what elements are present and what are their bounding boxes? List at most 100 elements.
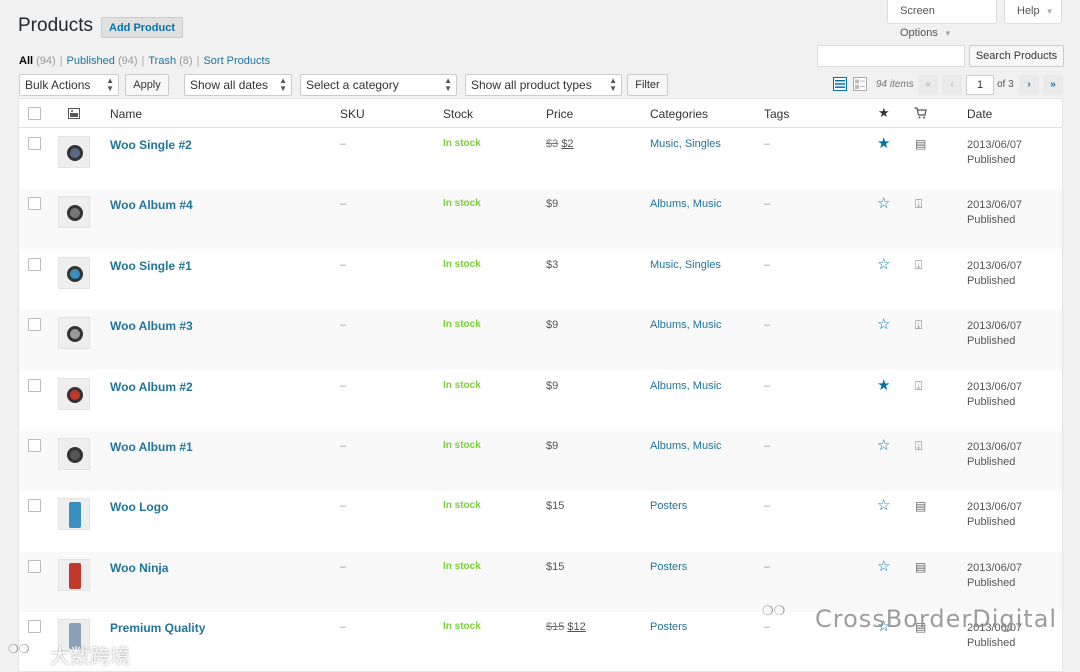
table-row: Woo Single #1 – In stock $3 Music, Singles – ☆…: [19, 250, 1062, 310]
product-categories[interactable]: Music, Singles: [650, 138, 721, 150]
product-thumbnail[interactable]: [58, 136, 90, 168]
prev-page-button[interactable]: ‹: [942, 75, 962, 95]
publish-date: 2013/06/07: [967, 501, 1023, 514]
downloadable-icon: ⍗: [915, 378, 923, 393]
product-thumbnail[interactable]: [58, 438, 90, 470]
product-sku: –: [340, 500, 347, 513]
product-categories[interactable]: Posters: [650, 560, 688, 573]
product-tags: –: [764, 379, 771, 392]
product-categories[interactable]: Posters: [650, 621, 688, 634]
view-published[interactable]: Published: [66, 55, 115, 67]
product-name-link[interactable]: Woo Ninja: [110, 560, 169, 575]
product-name-link[interactable]: Woo Album #1: [110, 440, 193, 454]
product-categories[interactable]: Albums, Music: [650, 379, 722, 392]
filter-button[interactable]: Filter: [627, 74, 668, 96]
column-price[interactable]: Price: [546, 107, 574, 121]
row-checkbox[interactable]: [28, 197, 41, 211]
product-price: $9: [546, 440, 559, 452]
product-thumbnail[interactable]: [58, 619, 90, 652]
product-categories[interactable]: Albums, Music: [650, 198, 722, 211]
unfeatured-star-icon[interactable]: ☆: [877, 255, 891, 273]
virtual-icon: ▤: [915, 499, 927, 514]
row-checkbox[interactable]: [28, 137, 41, 150]
row-checkbox[interactable]: [28, 620, 41, 634]
bulk-actions-select[interactable]: Bulk Actions ▲ ▼: [19, 74, 119, 96]
select-all-checkbox[interactable]: [28, 107, 41, 120]
row-checkbox[interactable]: [28, 378, 41, 392]
stock-status: In stock: [443, 379, 481, 391]
product-price: $15: [546, 560, 565, 573]
product-name-link[interactable]: Woo Album #4: [110, 198, 193, 213]
product-price: $9: [546, 379, 559, 392]
watermark-right: CrossBorderDigital: [815, 605, 1058, 633]
sale-price: $12: [567, 621, 586, 634]
unfeatured-star-icon[interactable]: ☆: [877, 618, 891, 636]
excerpt-view-icon[interactable]: [853, 77, 867, 91]
items-count: 94 items: [876, 79, 914, 90]
product-thumbnail[interactable]: [58, 256, 90, 289]
downloadable-icon: ⍗: [915, 197, 923, 212]
search-products-button[interactable]: Search Products: [969, 45, 1064, 67]
last-page-button[interactable]: »: [1043, 75, 1063, 95]
column-sku[interactable]: SKU: [340, 107, 365, 121]
help-tab[interactable]: Help ▼: [1004, 0, 1062, 24]
column-stock: Stock: [443, 107, 474, 121]
featured-star-icon[interactable]: ★: [878, 105, 890, 120]
view-all[interactable]: All: [19, 55, 34, 67]
category-select[interactable]: Select a category ▲ ▼: [300, 74, 457, 96]
view-sort-products[interactable]: Sort Products: [203, 55, 271, 67]
product-thumbnail[interactable]: [58, 317, 90, 350]
product-thumbnail[interactable]: [58, 558, 90, 591]
poster-thumbnail-graphic: [69, 562, 81, 589]
unfeatured-star-icon[interactable]: ☆: [877, 437, 891, 454]
row-checkbox[interactable]: [28, 318, 41, 332]
product-thumbnail[interactable]: [58, 196, 90, 229]
unfeatured-star-icon[interactable]: ☆: [877, 557, 891, 575]
product-name-link[interactable]: Woo Album #2: [110, 379, 193, 394]
unfeatured-star-icon[interactable]: ☆: [877, 316, 891, 334]
column-date[interactable]: Date: [967, 107, 993, 121]
poster-thumbnail-graphic: [69, 502, 81, 529]
product-name-link[interactable]: Woo Single #1: [110, 258, 192, 273]
product-thumbnail[interactable]: [58, 377, 90, 410]
apply-button[interactable]: Apply: [125, 74, 169, 96]
downloadable-icon: ⍗: [915, 439, 923, 453]
product-categories[interactable]: Albums, Music: [650, 319, 722, 332]
search-input[interactable]: [817, 45, 965, 67]
list-view-icon[interactable]: [833, 77, 847, 91]
product-sku: –: [340, 621, 347, 634]
product-types-select[interactable]: Show all product types ▲ ▼: [465, 74, 622, 96]
featured-star-icon[interactable]: ★: [877, 376, 891, 394]
downloadable-icon: ⍗: [915, 257, 923, 272]
product-name-link[interactable]: Woo Logo: [110, 500, 169, 515]
product-name-link[interactable]: Woo Single #2: [110, 138, 192, 152]
product-name-link[interactable]: Woo Album #3: [110, 319, 193, 334]
date-cell: 2013/06/07 Published: [967, 259, 1022, 289]
first-page-button[interactable]: «: [918, 75, 938, 95]
product-name-link[interactable]: Premium Quality: [110, 621, 206, 636]
next-page-button[interactable]: ›: [1019, 75, 1039, 95]
row-checkbox[interactable]: [28, 499, 41, 513]
featured-star-icon[interactable]: ★: [877, 135, 891, 152]
row-checkbox[interactable]: [28, 257, 41, 271]
caret-down-icon: ▼: [1045, 7, 1054, 16]
products-table: Name SKU Stock Price Categories Tags ★ D…: [18, 98, 1063, 672]
product-thumbnail[interactable]: [58, 498, 90, 531]
product-categories[interactable]: Posters: [650, 500, 688, 513]
row-checkbox[interactable]: [28, 559, 41, 573]
date-cell: 2013/06/07 Published: [967, 440, 1022, 470]
album-thumbnail-graphic: [67, 205, 83, 222]
row-checkbox[interactable]: [28, 439, 41, 452]
view-trash[interactable]: Trash: [148, 55, 177, 67]
product-categories[interactable]: Music, Singles: [650, 258, 721, 271]
product-categories[interactable]: Albums, Music: [650, 440, 722, 452]
category-label: Select a category: [306, 78, 399, 92]
dates-select[interactable]: Show all dates ▲ ▼: [184, 74, 292, 96]
add-product-button[interactable]: Add Product: [101, 17, 183, 38]
unfeatured-star-icon[interactable]: ☆: [877, 497, 891, 515]
screen-options-tab[interactable]: Screen Options ▼: [887, 0, 997, 39]
column-name[interactable]: Name: [110, 107, 143, 121]
date-cell: 2013/06/07 Published: [967, 621, 1022, 651]
unfeatured-star-icon[interactable]: ☆: [877, 195, 891, 213]
current-page-input[interactable]: 1: [966, 75, 994, 95]
